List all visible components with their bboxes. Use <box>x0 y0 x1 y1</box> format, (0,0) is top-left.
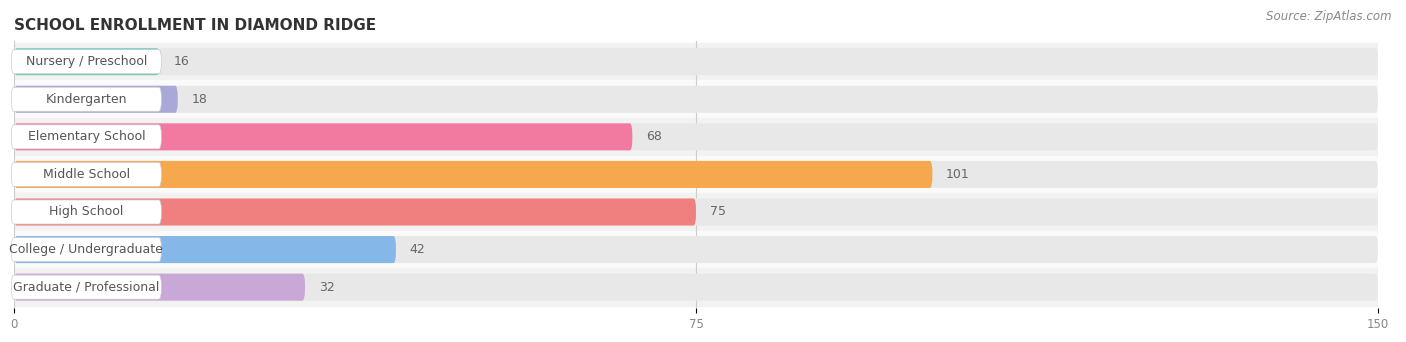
Text: Middle School: Middle School <box>42 168 129 181</box>
FancyBboxPatch shape <box>14 48 159 75</box>
Bar <box>14 80 1378 118</box>
FancyBboxPatch shape <box>11 162 162 186</box>
FancyBboxPatch shape <box>14 48 1378 75</box>
FancyBboxPatch shape <box>14 198 1378 225</box>
FancyBboxPatch shape <box>14 161 932 188</box>
Text: High School: High School <box>49 206 124 219</box>
FancyBboxPatch shape <box>14 236 396 263</box>
Bar <box>14 156 1378 193</box>
Bar <box>14 118 1378 156</box>
Text: Graduate / Professional: Graduate / Professional <box>13 281 159 294</box>
FancyBboxPatch shape <box>11 50 162 74</box>
Text: 18: 18 <box>191 93 207 106</box>
Bar <box>14 193 1378 231</box>
FancyBboxPatch shape <box>14 236 1378 263</box>
FancyBboxPatch shape <box>14 274 1378 301</box>
Bar <box>14 268 1378 306</box>
Bar <box>14 231 1378 268</box>
Text: Elementary School: Elementary School <box>28 130 145 143</box>
FancyBboxPatch shape <box>11 275 162 299</box>
FancyBboxPatch shape <box>14 198 696 225</box>
Text: SCHOOL ENROLLMENT IN DIAMOND RIDGE: SCHOOL ENROLLMENT IN DIAMOND RIDGE <box>14 18 377 33</box>
Text: 42: 42 <box>409 243 426 256</box>
FancyBboxPatch shape <box>11 238 162 262</box>
FancyBboxPatch shape <box>11 87 162 111</box>
Text: Source: ZipAtlas.com: Source: ZipAtlas.com <box>1267 10 1392 23</box>
Text: 68: 68 <box>645 130 662 143</box>
FancyBboxPatch shape <box>14 161 1378 188</box>
FancyBboxPatch shape <box>11 125 162 149</box>
FancyBboxPatch shape <box>14 86 1378 113</box>
Text: Kindergarten: Kindergarten <box>45 93 127 106</box>
Text: 101: 101 <box>946 168 970 181</box>
Text: 16: 16 <box>173 55 188 68</box>
FancyBboxPatch shape <box>14 123 633 150</box>
FancyBboxPatch shape <box>14 86 177 113</box>
Text: 75: 75 <box>710 206 725 219</box>
Text: College / Undergraduate: College / Undergraduate <box>10 243 163 256</box>
FancyBboxPatch shape <box>11 200 162 224</box>
FancyBboxPatch shape <box>14 274 305 301</box>
FancyBboxPatch shape <box>14 123 1378 150</box>
Text: Nursery / Preschool: Nursery / Preschool <box>25 55 148 68</box>
Bar <box>14 43 1378 80</box>
Text: 32: 32 <box>319 281 335 294</box>
